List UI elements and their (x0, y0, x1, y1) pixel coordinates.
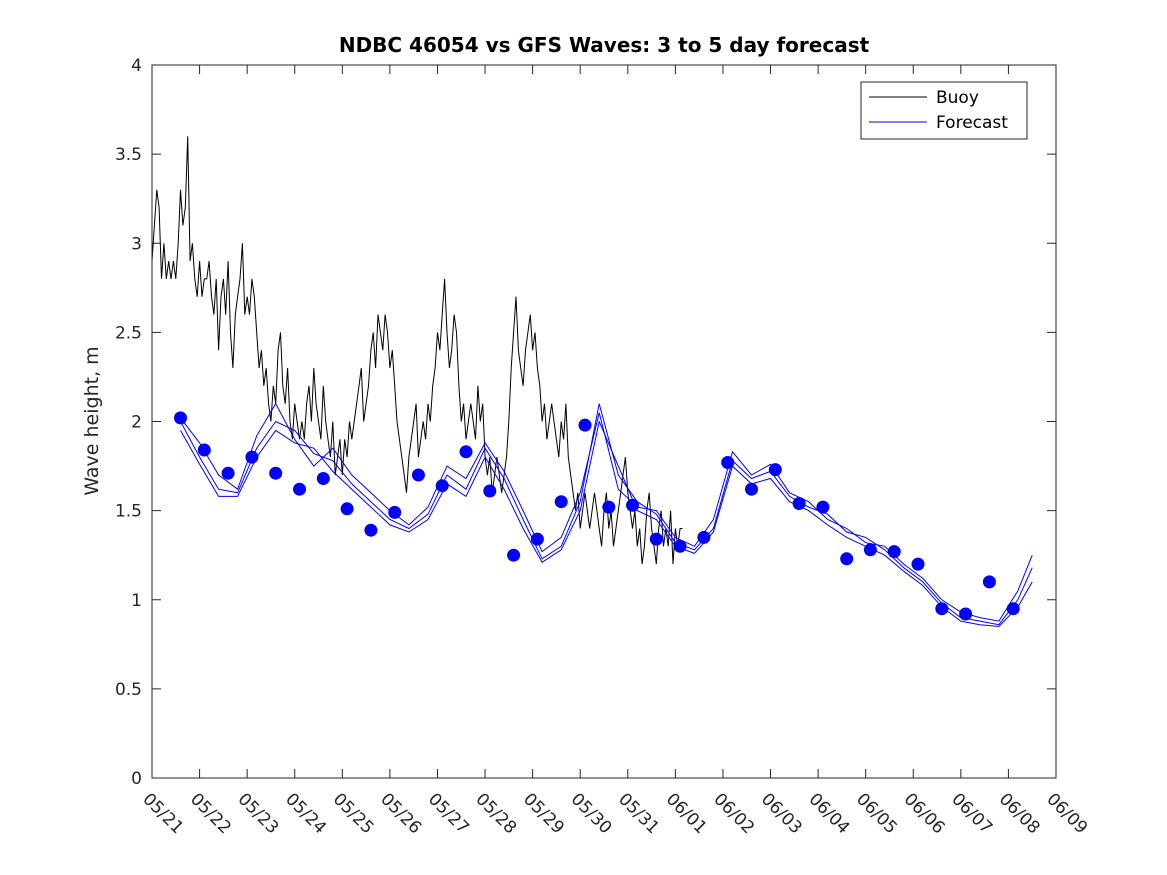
legend-buoy-label: Buoy (936, 88, 979, 108)
x-tick-label: 05/25 (329, 789, 378, 838)
x-tick-label: 05/24 (281, 789, 330, 838)
x-tick-label: 06/07 (947, 789, 996, 838)
forecast-marker (911, 557, 925, 571)
x-tick-label: 06/06 (900, 789, 949, 838)
y-tick-label: 3 (131, 234, 142, 254)
x-tick-label: 05/30 (567, 789, 616, 838)
forecast-marker (626, 498, 639, 512)
x-tick-label: 06/08 (995, 789, 1044, 838)
forecast-marker (602, 500, 616, 514)
forecast-marker (197, 443, 211, 457)
forecast-marker (887, 545, 901, 559)
forecast-marker (530, 532, 544, 546)
forecast-marker (174, 411, 187, 425)
forecast-marker (245, 450, 259, 464)
y-tick-label: 4 (131, 56, 142, 76)
y-tick-label: 0 (131, 769, 142, 789)
forecast-marker (293, 482, 306, 496)
forecast-marker (411, 468, 425, 482)
forecast-marker (792, 497, 806, 510)
forecast-marker (768, 463, 782, 477)
forecast-marker (316, 472, 330, 485)
forecast-marker (935, 602, 949, 616)
forecast-marker (721, 456, 735, 469)
buoy-line (151, 136, 683, 565)
forecast-marker (435, 479, 449, 493)
x-tick-label: 05/22 (186, 789, 235, 838)
x-tick-label: 06/05 (852, 789, 901, 838)
x-tick-label: 05/27 (424, 789, 473, 838)
y-tick-label: 2.5 (115, 323, 142, 343)
forecast-marker (269, 466, 283, 480)
forecast-marker (388, 505, 402, 519)
x-tick-label: 05/21 (138, 789, 187, 838)
plot-frame (151, 64, 1057, 779)
y-tick-label: 1 (131, 591, 142, 611)
y-tick-label: 1.5 (115, 502, 142, 522)
forecast-marker (959, 607, 973, 621)
y-tick-labels: 0 0.5 1 1.5 2 2.5 3 3.5 4 (115, 56, 142, 789)
forecast-marker (554, 495, 568, 509)
forecast-line (180, 419, 1033, 628)
forecast-marker (483, 484, 497, 498)
buoy-series (151, 136, 683, 565)
x-tick-label: 05/23 (234, 789, 283, 838)
forecast-marker (340, 502, 354, 516)
y-axis-label: Wave height, m (81, 346, 103, 495)
forecast-marker (459, 445, 473, 459)
legend: Buoy Forecast (860, 81, 1028, 140)
forecast-marker (697, 530, 711, 544)
x-tick-labels: 05/2105/2205/2305/2405/2505/2605/2705/28… (138, 789, 1091, 838)
forecast-marker (982, 575, 996, 589)
x-tick-label: 06/01 (662, 789, 711, 838)
x-tick-label: 05/31 (614, 789, 663, 838)
legend-box (860, 81, 1028, 140)
x-tick-label: 05/28 (472, 789, 521, 838)
forecast-marker (745, 482, 758, 496)
forecast-marker (673, 539, 687, 553)
x-tick-label: 05/26 (376, 789, 425, 838)
x-tick-label: 06/09 (1042, 789, 1091, 838)
x-tick-label: 06/04 (805, 789, 854, 838)
forecast-marker (816, 500, 830, 514)
y-tick-label: 0.5 (115, 680, 142, 700)
forecast-marker (649, 532, 663, 546)
forecast-marker (840, 552, 854, 566)
forecast-markers (174, 411, 1020, 621)
legend-forecast-label: Forecast (936, 113, 1008, 133)
forecast-marker (578, 418, 592, 432)
forecast-marker (221, 466, 235, 480)
x-tick-label: 05/29 (519, 789, 568, 838)
forecast-line (180, 403, 1033, 626)
y-tick-label: 3.5 (115, 145, 142, 165)
forecast-marker (863, 543, 877, 557)
forecast-marker (507, 548, 521, 562)
forecast-marker (364, 523, 378, 537)
y-tick-label: 2 (131, 413, 142, 433)
x-tick-label: 06/02 (709, 789, 758, 838)
forecast-marker (1006, 602, 1020, 616)
chart-title: NDBC 46054 vs GFS Waves: 3 to 5 day fore… (339, 33, 870, 57)
x-tick-label: 06/03 (757, 789, 806, 838)
